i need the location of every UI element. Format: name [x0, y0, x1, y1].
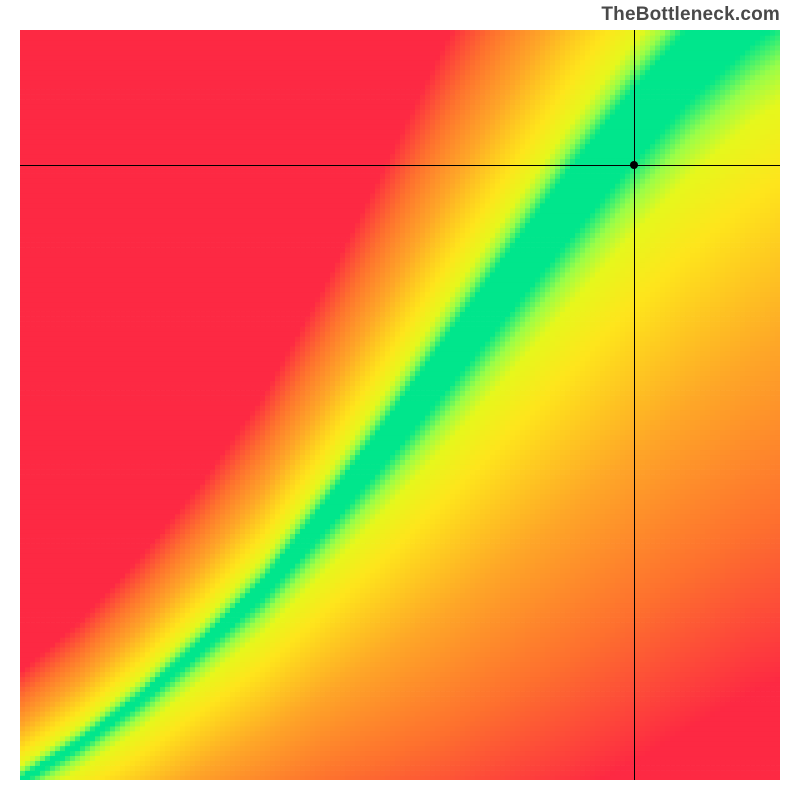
plot-area [20, 30, 780, 780]
figure-container: TheBottleneck.com [0, 0, 800, 800]
watermark-text: TheBottleneck.com [601, 4, 780, 26]
heatmap-canvas [20, 30, 780, 780]
